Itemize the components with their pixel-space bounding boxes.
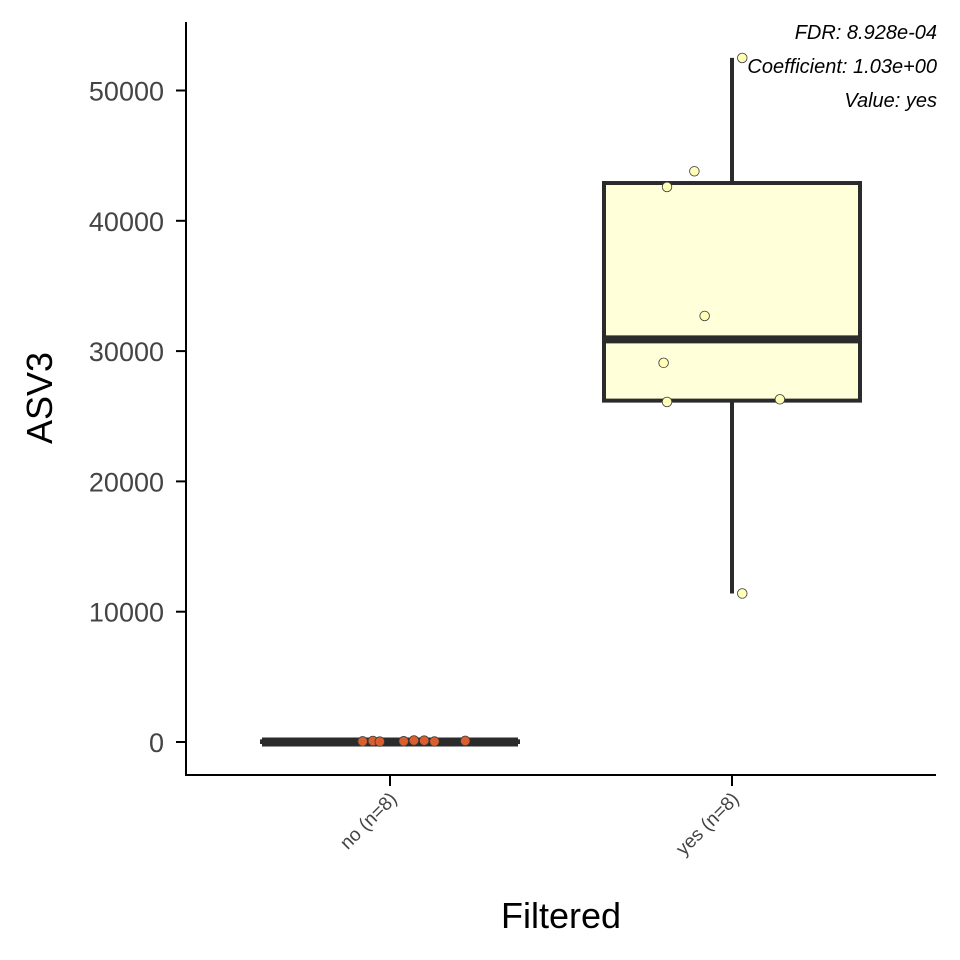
data-point: [774, 394, 786, 405]
x-tick-label: no (n=8): [336, 789, 401, 854]
data-point: [398, 736, 409, 747]
data-point: [689, 166, 700, 177]
data-point: [460, 735, 471, 747]
data-point: [408, 735, 420, 746]
box-group: [260, 735, 520, 747]
y-tick-label: 50000: [89, 77, 164, 107]
box-iqr: [602, 181, 862, 403]
axes: [185, 22, 936, 776]
data-point: [661, 396, 673, 408]
y-axis-ticks: 0 10000 20000 30000 40000 50000: [89, 77, 186, 758]
data-point: [737, 588, 748, 599]
x-axis-ticks: no (n=8) yes (n=8): [336, 775, 744, 860]
x-tick-label: yes (n=8): [672, 789, 743, 860]
y-tick-label: 30000: [89, 337, 164, 367]
x-axis-title: Filtered: [501, 895, 621, 936]
y-axis-title: ASV3: [19, 352, 60, 444]
box-group: [602, 52, 862, 599]
data-point: [661, 181, 673, 193]
y-tick-label: 20000: [89, 467, 164, 497]
y-tick-label: 0: [149, 728, 164, 758]
stat-annotation: Coefficient: 1.03e+00: [747, 56, 937, 78]
stat-annotation: Value: yes: [844, 90, 937, 112]
plot-area: [260, 52, 862, 747]
data-point: [737, 52, 748, 64]
stat-annotations: FDR: 8.928e-04 Coefficient: 1.03e+00 Value…: [747, 22, 937, 112]
stat-annotation: FDR: 8.928e-04: [795, 22, 937, 44]
data-point: [374, 736, 385, 747]
data-point: [429, 736, 440, 747]
y-tick-label: 10000: [89, 598, 164, 628]
data-point: [357, 736, 368, 747]
y-tick-label: 40000: [89, 207, 164, 237]
data-point: [419, 735, 430, 746]
data-point: [699, 310, 710, 322]
data-point: [658, 357, 669, 369]
